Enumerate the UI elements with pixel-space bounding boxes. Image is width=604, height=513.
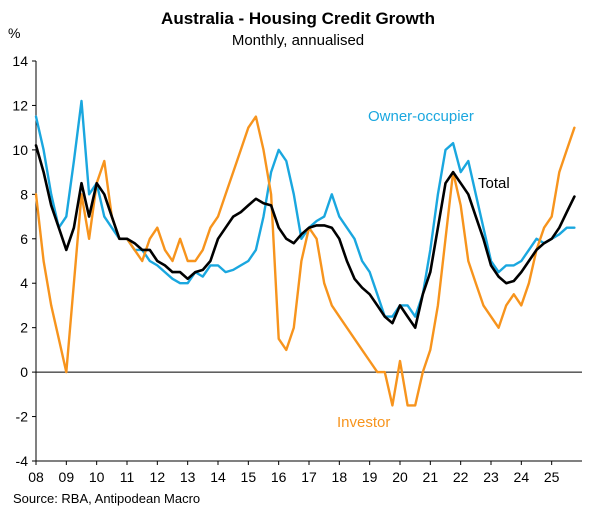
- axes: [32, 60, 582, 465]
- x-tick-label: 09: [59, 469, 75, 485]
- y-tick-label: 14: [12, 53, 28, 69]
- x-tick-label: 10: [89, 469, 105, 485]
- owner-occupier-label: Owner-occupier: [368, 108, 474, 125]
- x-tick-label: 12: [150, 469, 166, 485]
- y-tick-label: 4: [20, 275, 28, 291]
- x-tick-label: 13: [180, 469, 196, 485]
- y-tick-label: 10: [12, 142, 28, 158]
- series-lines: [34, 99, 576, 407]
- x-tick-label: 16: [271, 469, 287, 485]
- chart-title: Australia - Housing Credit Growth: [161, 9, 435, 28]
- x-tick-label: 25: [544, 469, 560, 485]
- x-tick-label: 24: [514, 469, 530, 485]
- investor-label: Investor: [337, 414, 390, 431]
- x-tick-labels: 08 09 10 11 12 13 14 15 16 17 18 19 20 21 22 23 24 25: [28, 469, 559, 485]
- y-tick-label: 0: [20, 364, 28, 380]
- y-tick-label: -2: [16, 409, 29, 425]
- x-tick-label: 08: [28, 469, 44, 485]
- total-line: [34, 144, 576, 330]
- total-label: Total: [478, 175, 510, 192]
- x-tick-label: 19: [362, 469, 378, 485]
- x-tick-label: 20: [392, 469, 408, 485]
- y-tick-labels: -4 -2 0 2 4 6 8 10 12 14: [12, 53, 28, 469]
- y-axis-unit: %: [8, 25, 20, 41]
- x-tick-label: 11: [120, 469, 135, 485]
- y-tick-label: 6: [20, 231, 28, 247]
- x-tick-label: 14: [210, 469, 226, 485]
- x-tick-label: 22: [453, 469, 469, 485]
- y-tick-label: 8: [20, 186, 28, 202]
- chart-subtitle: Monthly, annualised: [232, 32, 364, 49]
- investor-line: [34, 115, 576, 407]
- x-tick-label: 23: [483, 469, 499, 485]
- x-tick-label: 21: [423, 469, 439, 485]
- source-note: Source: RBA, Antipodean Macro: [13, 491, 200, 506]
- y-tick-label: 2: [20, 320, 28, 336]
- y-tick-label: 12: [12, 97, 28, 113]
- owner-occupier-line: [34, 99, 576, 318]
- x-tick-label: 15: [241, 469, 257, 485]
- x-tick-label: 17: [301, 469, 317, 485]
- y-tick-label: -4: [16, 453, 29, 469]
- x-tick-label: 18: [332, 469, 348, 485]
